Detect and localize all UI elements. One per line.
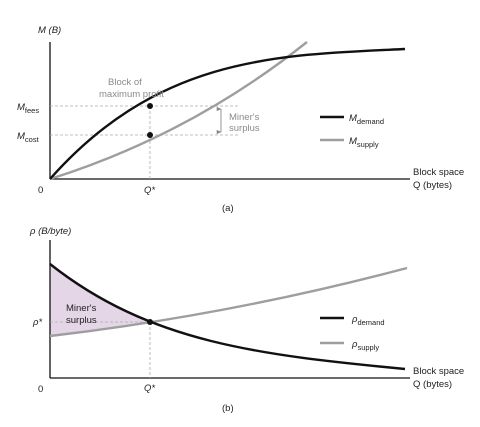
panel-a-x-axis-label-2: Q (bytes) xyxy=(413,180,452,191)
panel-b-legend-demand: ρdemand xyxy=(351,314,385,327)
panel-a-legend-supply: Msupply xyxy=(349,136,379,149)
panel-b: ρ (B/byte) 0 Q* ρ* Miner's surplus ρdema… xyxy=(29,226,464,414)
panel-a-x-axis-label-1: Block space xyxy=(413,167,464,178)
panel-a-origin: 0 xyxy=(38,185,43,196)
panel-b-equilibrium-point xyxy=(147,319,153,325)
panel-a-mfees-label: Mfees xyxy=(17,102,39,115)
panel-a-annotation-block-2: maximum profit xyxy=(99,89,164,100)
panel-b-caption: (b) xyxy=(222,403,234,414)
panel-a-annotation-surplus-2: surplus xyxy=(229,123,260,134)
panel-a-demand-curve xyxy=(49,47,406,180)
panel-a-legend-demand: Mdemand xyxy=(349,113,384,126)
panel-b-legend-supply: ρsupply xyxy=(351,339,379,352)
panel-b-x-axis-label-1: Block space xyxy=(413,366,464,377)
panel-b-demand-curve xyxy=(49,263,406,371)
panel-b-supply-curve xyxy=(49,266,408,338)
panel-a-point-cost xyxy=(147,132,153,138)
panel-a-annotation-block-1: Block of xyxy=(108,77,142,88)
panel-a-supply-curve xyxy=(49,41,308,181)
panel-a-mcost-label: Mcost xyxy=(17,131,40,144)
panel-b-surplus-label-2: surplus xyxy=(66,315,97,326)
panel-a: M (B) 0 Q* Mfees Mcost Block of maximum … xyxy=(17,25,464,214)
panel-a-annotation-surplus-1: Miner's xyxy=(229,112,260,123)
panel-b-x-axis-label-2: Q (bytes) xyxy=(413,379,452,390)
panel-a-point-fees xyxy=(147,103,153,109)
panel-b-surplus-label-1: Miner's xyxy=(66,303,97,314)
panel-b-rhostar: ρ* xyxy=(32,317,42,328)
panel-b-y-axis-label: ρ (B/byte) xyxy=(29,226,71,237)
panel-a-caption: (a) xyxy=(222,203,234,214)
panel-b-qstar: Q* xyxy=(144,383,155,394)
panel-a-qstar: Q* xyxy=(144,185,155,196)
panel-a-y-axis-label: M (B) xyxy=(38,25,61,36)
panel-b-origin: 0 xyxy=(38,384,43,395)
